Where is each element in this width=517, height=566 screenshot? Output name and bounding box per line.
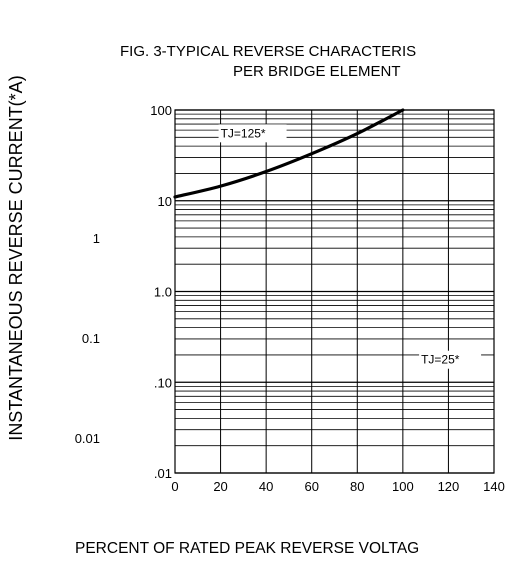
y-tick-label: 10 xyxy=(158,194,172,209)
grid xyxy=(174,109,495,474)
x-tick-label: 80 xyxy=(350,479,364,494)
series-line-tj-125 xyxy=(173,108,405,199)
x-axis-label: PERCENT OF RATED PEAK REVERSE VOLTAG xyxy=(75,540,419,557)
y-tick-label-secondary: 0.01 xyxy=(75,431,100,446)
annotation-tj-25: TJ=25* xyxy=(421,353,460,367)
y-axis-label: INSTANTANEOUS REVERSE CURRENT(*A) xyxy=(6,75,26,440)
y-tick-label-secondary: 0.1 xyxy=(82,331,100,346)
x-tick-label: 140 xyxy=(483,479,505,494)
y-tick-label: .01 xyxy=(154,466,172,481)
x-tick-label: 20 xyxy=(213,479,227,494)
x-tick-label: 0 xyxy=(171,479,178,494)
y-tick-label: .10 xyxy=(154,375,172,390)
y-tick-label: 100 xyxy=(150,103,172,118)
series-label: TJ=125* xyxy=(221,126,266,140)
annotations: TJ=25* xyxy=(419,350,482,369)
annotation-background xyxy=(419,350,482,369)
chart-title-line-1: FIG. 3-TYPICAL REVERSE CHARACTERIS xyxy=(120,43,416,60)
y-tick-label: 1.0 xyxy=(154,285,172,300)
plot-frame xyxy=(174,109,495,474)
series-label-background xyxy=(218,124,287,143)
y-tick-label-secondary: 1 xyxy=(93,231,100,246)
axes xyxy=(174,109,495,474)
tick-labels: 0 20 40 60 80 100 120 140 100 10 1.0 .10 .01 1 0.1 0.01 xyxy=(75,103,505,494)
series-layer: TJ=125* xyxy=(173,108,405,199)
chart-title-line-2: PER BRIDGE ELEMENT xyxy=(233,63,401,80)
x-tick-label: 100 xyxy=(392,479,414,494)
x-tick-label: 60 xyxy=(304,479,318,494)
x-tick-label: 120 xyxy=(438,479,460,494)
x-tick-label: 40 xyxy=(259,479,273,494)
